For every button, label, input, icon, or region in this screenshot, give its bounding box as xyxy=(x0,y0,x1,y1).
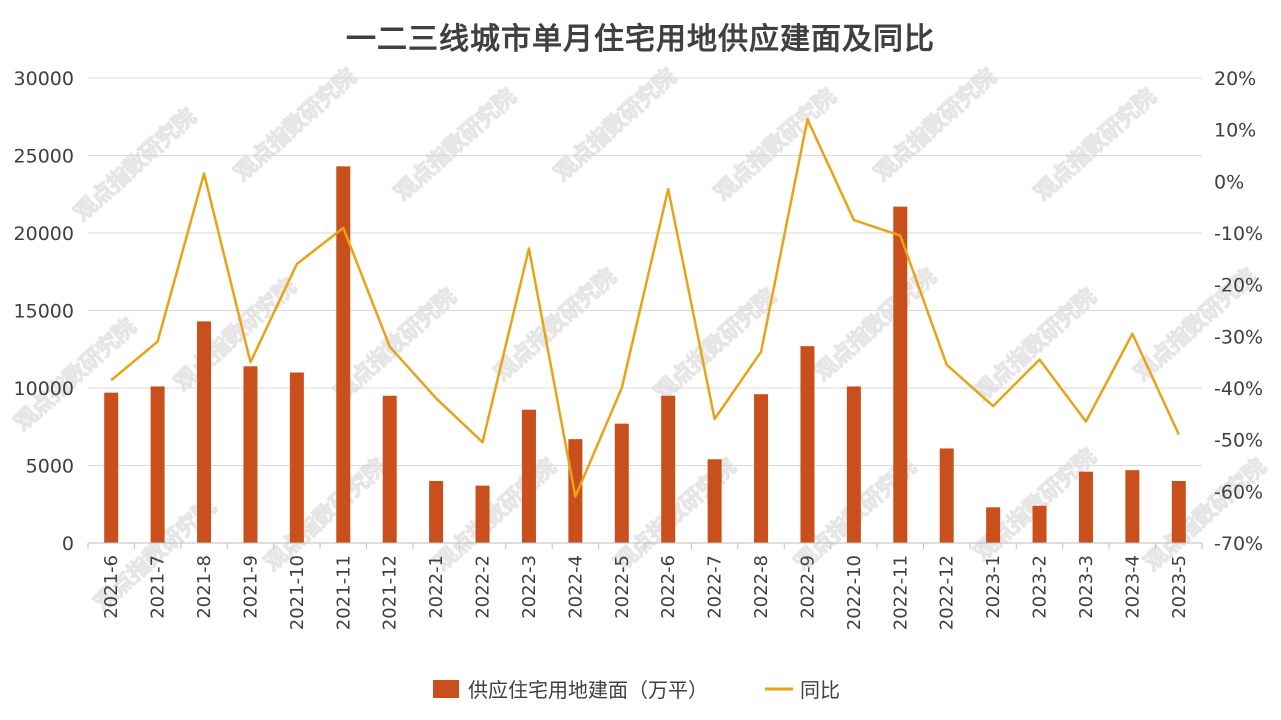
bar xyxy=(707,459,722,543)
x-tick-label: 2023-2 xyxy=(1030,555,1051,619)
watermark-text: 观点指数研究院 xyxy=(709,84,841,206)
legend: 供应住宅用地建面（万平） 同比 xyxy=(433,678,840,702)
bar xyxy=(429,481,444,543)
x-tick-label: 2023-1 xyxy=(983,555,1004,619)
bar xyxy=(986,507,1001,543)
x-tick-label: 2022-6 xyxy=(658,555,679,619)
bar xyxy=(1171,481,1186,543)
y-right-tick-label: 10% xyxy=(1214,120,1256,142)
watermark-text: 观点指数研究院 xyxy=(69,104,201,226)
y-left-tick-label: 0 xyxy=(62,533,74,555)
y-right-tick-label: -30% xyxy=(1214,326,1263,348)
x-tick-label: 2023-5 xyxy=(1169,555,1190,619)
y-right-tick-label: -60% xyxy=(1214,481,1263,503)
bar xyxy=(197,321,212,543)
watermark-text: 观点指数研究院 xyxy=(9,314,141,436)
watermark-text: 观点指数研究院 xyxy=(169,274,301,396)
x-tick-label: 2022-10 xyxy=(844,555,865,630)
watermark-text: 观点指数研究院 xyxy=(389,84,521,206)
watermark-text: 观点指数研究院 xyxy=(429,454,561,576)
x-tick-label: 2021-9 xyxy=(240,555,261,619)
watermark-text: 观点指数研究院 xyxy=(869,64,1001,186)
x-axis: 2021-6 2021-7 2021-8 2021-9 2021-10 2021-11 20… xyxy=(87,542,1203,630)
legend-line-label: 同比 xyxy=(800,678,840,702)
x-tick-label: 2021-6 xyxy=(101,555,122,619)
bar xyxy=(800,346,815,543)
x-tick-label: 2022-5 xyxy=(612,555,633,619)
bar xyxy=(104,392,119,543)
watermark-text: 观点指数研究院 xyxy=(489,264,621,386)
y-right-tick-label: -70% xyxy=(1214,533,1263,555)
bar xyxy=(521,409,536,543)
x-tick-label: 2022-2 xyxy=(473,555,494,619)
bar xyxy=(614,423,629,543)
bar xyxy=(939,448,954,543)
bar xyxy=(475,485,490,543)
watermark-text: 观点指数研究院 xyxy=(1139,454,1271,576)
x-tick-label: 2022-11 xyxy=(890,555,911,630)
bar xyxy=(893,206,908,543)
x-tick-label: 2021-7 xyxy=(148,555,169,619)
y-right-tick-label: 20% xyxy=(1214,68,1256,90)
legend-bar-swatch xyxy=(433,680,459,698)
x-tick-label: 2022-3 xyxy=(519,555,540,619)
y-right-tick-label: -40% xyxy=(1214,378,1263,400)
x-tick-label: 2021-10 xyxy=(287,555,308,630)
bar xyxy=(336,166,351,543)
x-tick-label: 2022-12 xyxy=(937,555,958,630)
x-tick-label: 2022-7 xyxy=(705,555,726,619)
bar xyxy=(1032,505,1047,543)
legend-bar-label: 供应住宅用地建面（万平） xyxy=(468,678,708,702)
x-tick-label: 2023-3 xyxy=(1076,555,1097,619)
bar xyxy=(243,366,258,543)
y-right-tick-label: -50% xyxy=(1214,430,1263,452)
watermark-text: 观点指数研究院 xyxy=(259,454,391,576)
bar xyxy=(1125,470,1140,543)
bar xyxy=(661,395,676,543)
watermark-text: 观点指数研究院 xyxy=(549,64,681,186)
y-left-tick-label: 15000 xyxy=(14,301,74,323)
y-left-tick-label: 20000 xyxy=(14,223,74,245)
x-tick-label: 2023-4 xyxy=(1122,555,1143,619)
y-left-tick-label: 25000 xyxy=(14,146,74,168)
left-axis: 0 5000 10000 15000 20000 25000 30000 xyxy=(14,68,74,555)
watermark-text: 观点指数研究院 xyxy=(809,264,941,386)
line-series xyxy=(110,118,1180,498)
y-left-tick-label: 30000 xyxy=(14,68,74,90)
x-tick-label: 2022-8 xyxy=(751,555,772,619)
right-axis: -70% -60% -50% -40% -30% -20% -10% 0% 10% 20% xyxy=(1214,68,1263,555)
bar xyxy=(846,386,861,543)
x-tick-label: 2021-8 xyxy=(194,555,215,619)
chart-title: 一二三线城市单月住宅用地供应建面及同比 xyxy=(346,22,935,57)
bar xyxy=(150,386,165,543)
x-tick-label: 2021-12 xyxy=(380,555,401,630)
y-right-tick-label: 0% xyxy=(1214,171,1244,193)
y-right-tick-label: -20% xyxy=(1214,275,1263,297)
x-tick-label: 2021-11 xyxy=(333,555,354,630)
x-tick-label: 2022-1 xyxy=(426,555,447,619)
x-tick-label: 2022-4 xyxy=(565,555,586,619)
y-right-tick-label: -10% xyxy=(1214,223,1263,245)
bar xyxy=(1078,471,1093,543)
bar xyxy=(289,372,304,543)
y-left-tick-label: 5000 xyxy=(26,456,74,478)
bar xyxy=(754,394,769,543)
bar-series xyxy=(104,166,1186,543)
watermark-text: 观点指数研究院 xyxy=(1029,84,1161,206)
bar xyxy=(382,395,397,543)
yoy-line xyxy=(110,118,1180,498)
y-left-tick-label: 10000 xyxy=(14,378,74,400)
x-tick-label: 2022-9 xyxy=(797,555,818,619)
